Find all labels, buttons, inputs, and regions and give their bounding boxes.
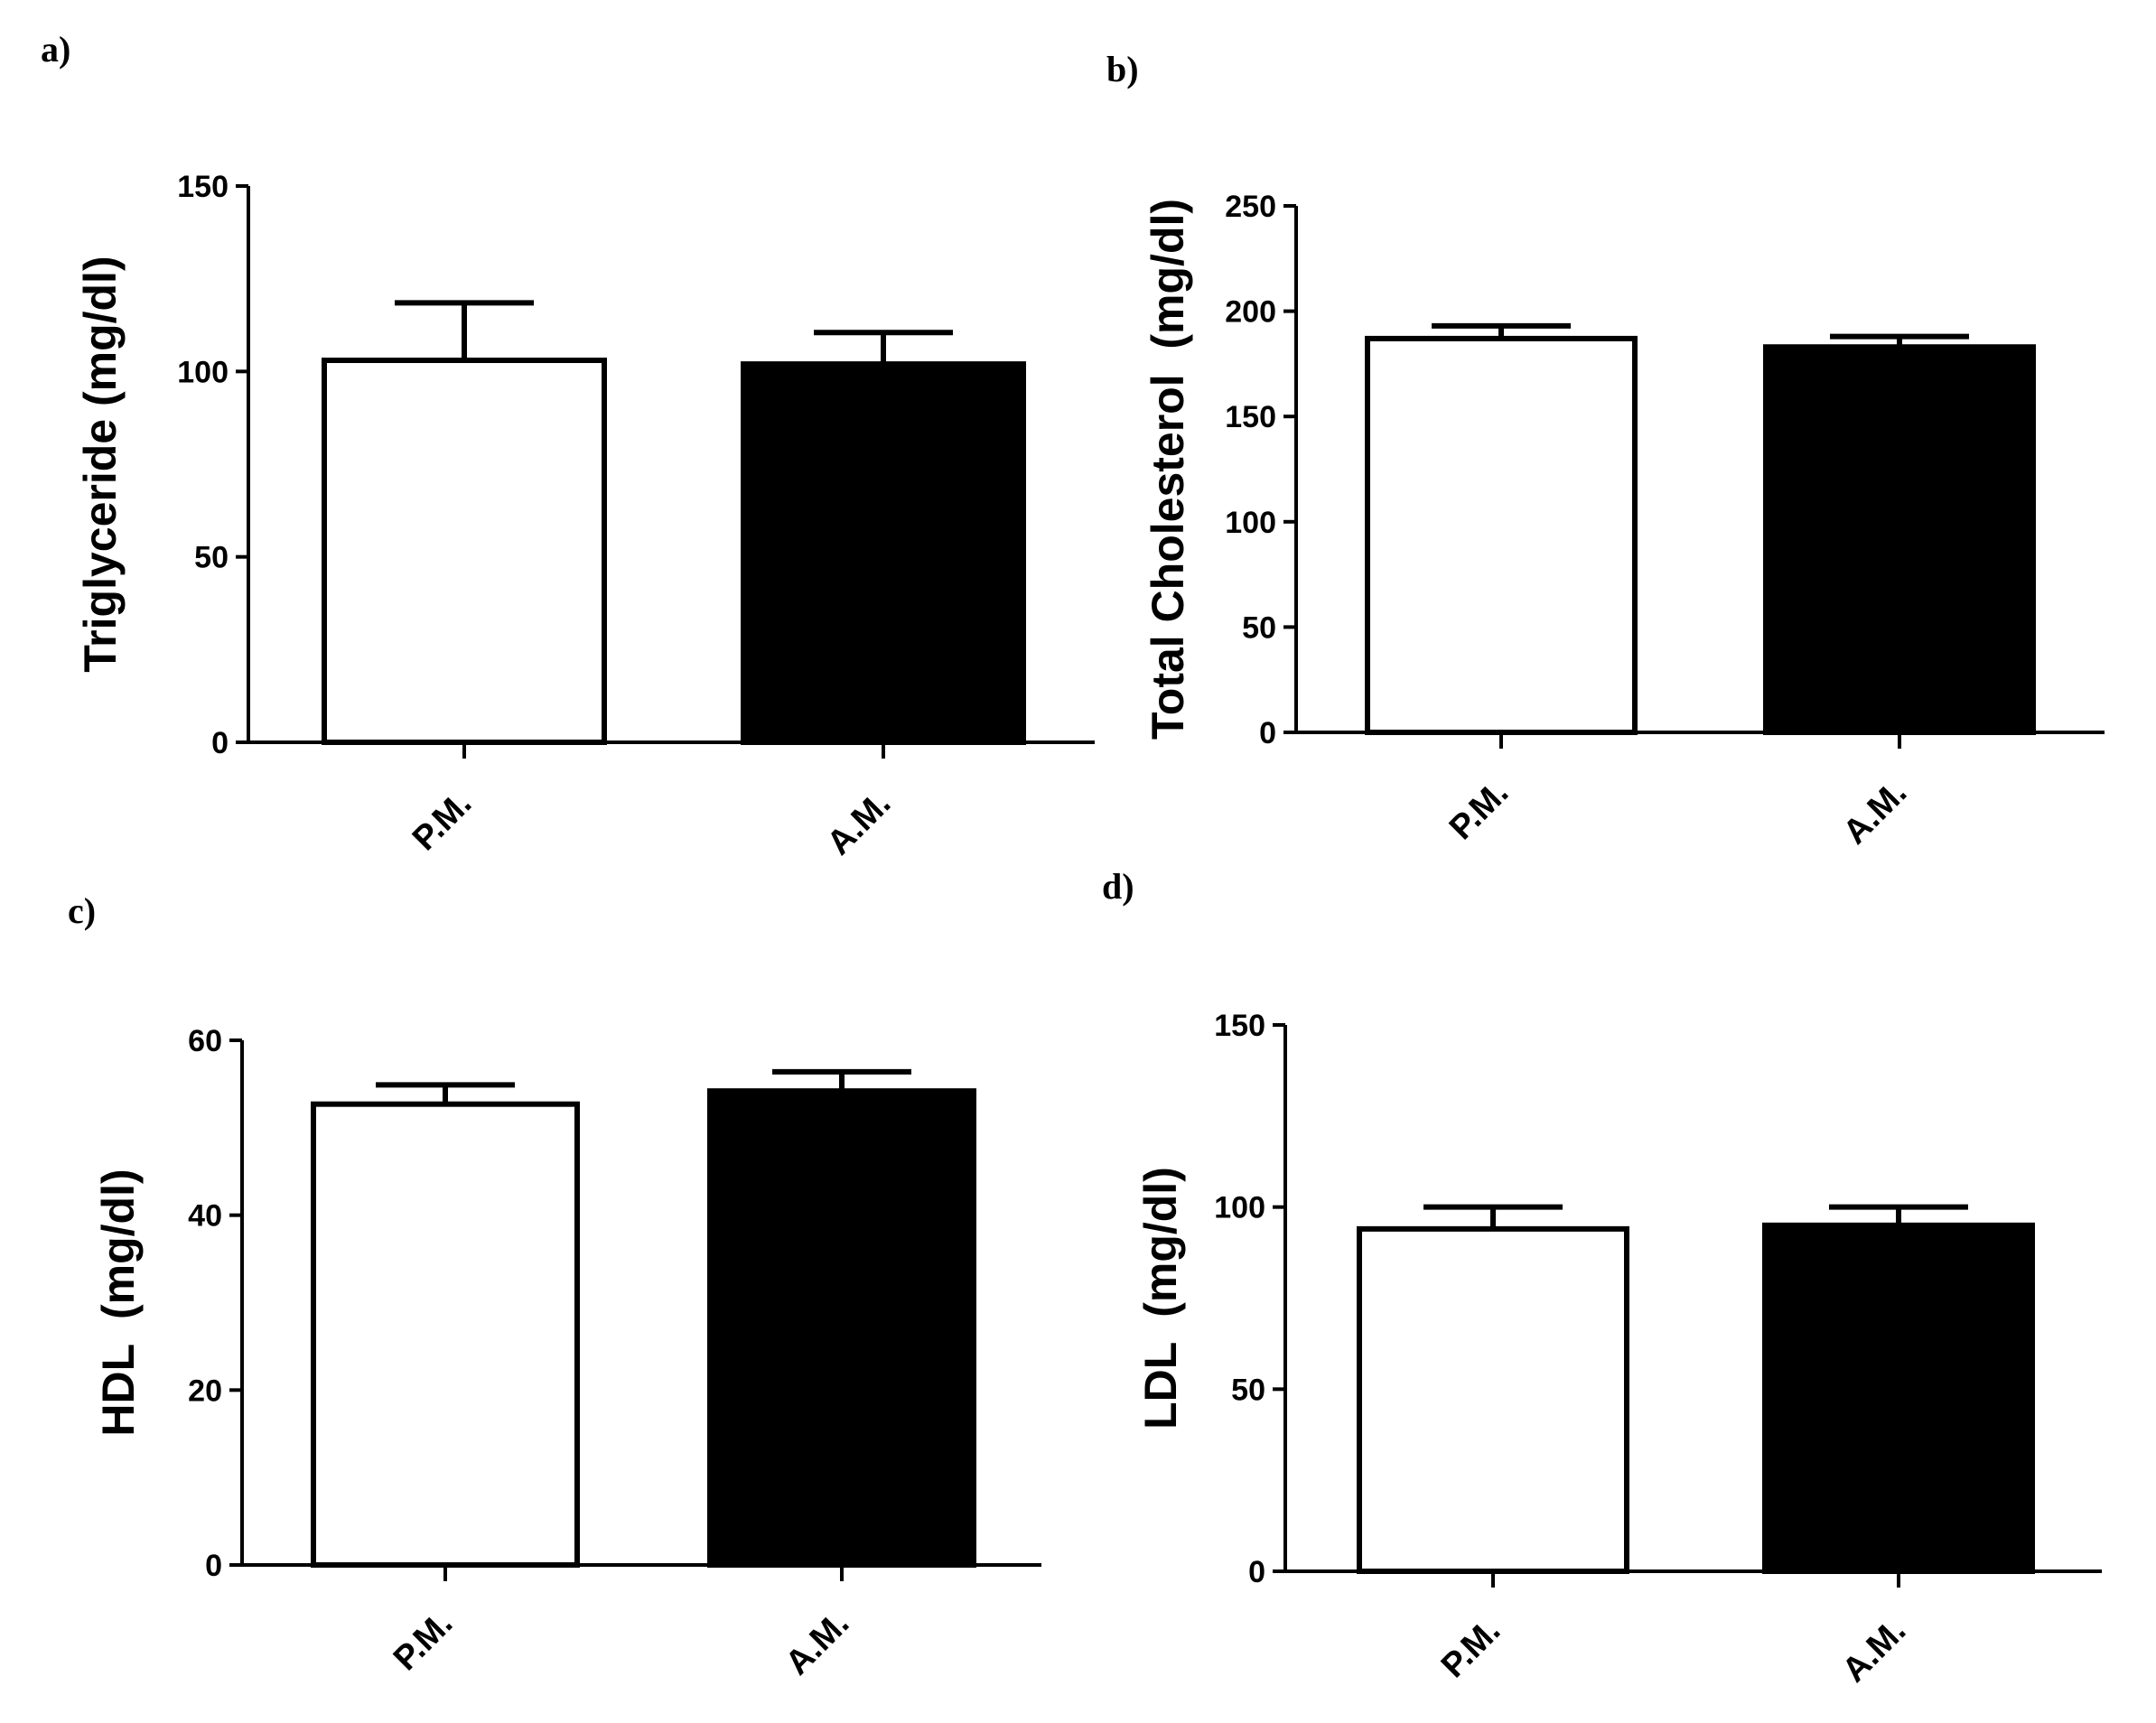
y-tick-label: 200: [1225, 295, 1276, 330]
y-tick-label: 50: [1242, 610, 1276, 645]
y-tick-label: 20: [188, 1374, 222, 1408]
y-tick-label: 50: [1231, 1373, 1265, 1407]
y-axis-title: Total Cholesterol (mg/dl): [1143, 199, 1193, 740]
y-tick-label: 100: [1214, 1191, 1265, 1225]
panel-b: b) P.M. A.M. 0 50 100 150 200 250 Total Cholester…: [1106, 49, 2105, 852]
category-label: A.M.: [820, 785, 898, 862]
category-label: A.M.: [1835, 1612, 1913, 1690]
y-axis-title: HDL (mg/dl): [93, 1169, 144, 1436]
panel-d: d) P.M. A.M. 0 50 100 150 LDL (mg/dl): [1102, 866, 2102, 1690]
y-tick-label: 100: [1225, 506, 1276, 540]
y-tick-label: 150: [177, 170, 229, 204]
panel-letter: d): [1102, 866, 1134, 907]
bar-am: [707, 1088, 976, 1568]
bar-pm: [322, 358, 607, 745]
y-tick-label: 0: [211, 726, 229, 760]
y-tick-label: 150: [1225, 400, 1276, 434]
y-tick-label: 60: [188, 1024, 222, 1058]
category-label: P.M.: [1434, 1612, 1507, 1685]
y-tick-label: 0: [1259, 716, 1276, 750]
y-tick-label: 50: [194, 541, 229, 575]
y-tick-label: 0: [1248, 1555, 1265, 1589]
bar-am: [741, 361, 1026, 745]
bar-am: [1762, 1222, 2035, 1575]
bar-pm: [1357, 1225, 1629, 1575]
y-tick-label: 150: [1214, 1009, 1265, 1043]
panel-letter: b): [1106, 49, 1139, 89]
y-axis-title: Triglyceride (mg/dl): [75, 256, 126, 672]
y-tick-label: 250: [1225, 190, 1276, 224]
bar-pm: [311, 1101, 580, 1569]
panel-c: c) P.M. A.M. 0 20 40 60 HDL (mg/dl): [68, 890, 1041, 1682]
y-axis-title: LDL (mg/dl): [1135, 1167, 1186, 1430]
category-label: P.M.: [387, 1605, 460, 1678]
panel-a: a) P.M. A.M. 0 50 100 150 Triglyceride (mg/dl): [41, 29, 1095, 862]
bar-pm: [1365, 335, 1638, 735]
panel-letter: c): [68, 890, 96, 931]
y-tick-label: 40: [188, 1199, 222, 1234]
panel-letter: a): [41, 29, 70, 70]
y-tick-label: 100: [177, 355, 229, 389]
y-tick-label: 0: [205, 1549, 222, 1583]
category-label: A.M.: [779, 1605, 856, 1682]
category-label: P.M.: [406, 785, 479, 858]
category-label: A.M.: [1836, 774, 1914, 852]
bar-am: [1763, 344, 2036, 735]
category-label: P.M.: [1442, 774, 1516, 847]
